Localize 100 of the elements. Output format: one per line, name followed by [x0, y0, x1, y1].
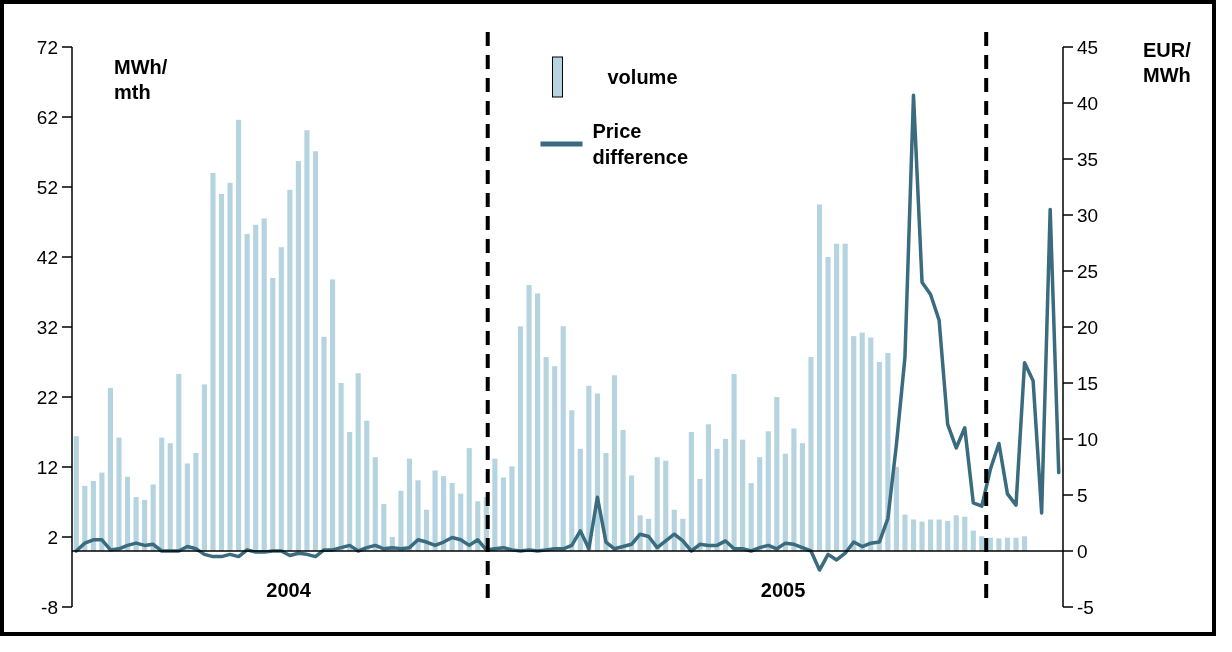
bar	[500, 477, 506, 551]
bar	[910, 519, 917, 551]
bar	[449, 483, 455, 551]
bar	[441, 476, 447, 551]
bar	[996, 538, 1002, 551]
bar	[748, 483, 754, 551]
bar	[526, 285, 532, 551]
bar	[577, 448, 583, 551]
y2-tick-label: 15	[1077, 373, 1099, 394]
bar	[765, 431, 771, 551]
bar	[663, 460, 669, 551]
legend-label: Price difference	[592, 120, 689, 168]
y-axis-title: MWh/mth	[114, 56, 168, 103]
bar	[176, 373, 182, 551]
bar	[757, 457, 763, 551]
bar	[184, 463, 190, 551]
bar	[312, 151, 319, 551]
bar	[124, 476, 131, 551]
bar	[517, 326, 524, 551]
bar	[782, 453, 788, 551]
y2-tick-label: 45	[1077, 37, 1099, 58]
y2-tick-label: 5	[1077, 485, 1088, 506]
bar	[535, 293, 541, 551]
bar	[167, 443, 173, 551]
bar	[816, 204, 823, 551]
bar	[90, 481, 96, 551]
bar	[372, 457, 378, 551]
y-tick-label: 2	[47, 527, 58, 548]
y-tick-label: 72	[36, 37, 58, 58]
bar	[620, 429, 626, 551]
bar	[611, 375, 618, 551]
bar	[654, 457, 660, 551]
bar	[945, 520, 951, 551]
bar	[970, 530, 976, 551]
bar	[150, 484, 156, 551]
bar	[270, 278, 276, 551]
bar	[364, 420, 370, 551]
bar	[466, 448, 472, 551]
bar	[936, 519, 942, 551]
bar	[321, 336, 327, 551]
y2-tick-label: 25	[1077, 261, 1099, 282]
bar	[1013, 537, 1019, 551]
bar	[355, 373, 361, 551]
bar	[979, 536, 985, 551]
y-tick-label: 62	[36, 107, 58, 128]
legend-label: volume	[607, 66, 678, 88]
bar	[107, 387, 114, 551]
bar	[799, 443, 805, 551]
bar	[330, 279, 336, 551]
bar	[338, 383, 344, 551]
bar	[859, 332, 865, 551]
bar	[919, 521, 925, 551]
bar	[227, 182, 233, 551]
bar	[236, 119, 242, 551]
y2-tick-label: 10	[1077, 429, 1099, 450]
bar	[962, 516, 968, 551]
y-tick-label: 42	[36, 247, 58, 268]
bar	[722, 439, 729, 551]
bar	[808, 357, 814, 551]
y2-tick-label: 35	[1077, 149, 1099, 170]
bar	[876, 362, 882, 551]
bar	[834, 243, 840, 551]
bar	[295, 161, 301, 551]
y-tick-label: -8	[41, 597, 58, 618]
bar	[629, 475, 635, 551]
bar	[415, 480, 421, 551]
bar	[842, 243, 848, 551]
bar	[902, 514, 908, 551]
y2-tick-label: 30	[1077, 205, 1099, 226]
annotation: 2005	[760, 579, 806, 601]
y2-tick-label: -5	[1077, 597, 1094, 618]
bar	[201, 384, 207, 551]
bar	[218, 194, 225, 551]
bar	[432, 470, 438, 551]
y2-tick-label: 40	[1077, 93, 1099, 114]
bar	[791, 428, 797, 551]
y-tick-label: 12	[36, 457, 58, 478]
bar	[347, 432, 353, 551]
bar	[261, 218, 267, 551]
bar	[543, 357, 549, 551]
bar	[705, 424, 712, 551]
y-tick-label: 52	[36, 177, 58, 198]
bar	[73, 436, 79, 551]
bar	[714, 448, 720, 551]
bar	[851, 336, 857, 551]
bar	[210, 173, 216, 551]
y2-tick-label: 20	[1077, 317, 1099, 338]
bar	[304, 130, 310, 551]
bar	[953, 515, 959, 551]
bar	[928, 519, 934, 551]
bar	[697, 478, 703, 551]
y2-axis-title: EUR/MWh	[1143, 39, 1192, 86]
bar	[825, 257, 831, 551]
bar	[509, 466, 515, 551]
bar	[1021, 536, 1028, 551]
bar	[406, 458, 413, 551]
bar	[253, 224, 259, 551]
y-tick-label: 22	[36, 387, 58, 408]
bar	[193, 453, 199, 551]
bar	[159, 437, 165, 551]
